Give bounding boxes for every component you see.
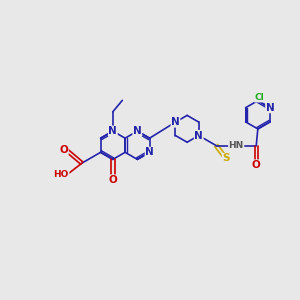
Text: HN: HN bbox=[229, 141, 244, 150]
Text: Cl: Cl bbox=[254, 93, 264, 102]
Text: N: N bbox=[194, 130, 203, 140]
Text: N: N bbox=[133, 126, 142, 136]
Text: N: N bbox=[109, 126, 117, 136]
Text: N: N bbox=[171, 117, 180, 127]
Text: N: N bbox=[145, 147, 154, 157]
Text: O: O bbox=[59, 145, 68, 154]
Text: O: O bbox=[252, 160, 261, 170]
Text: O: O bbox=[109, 175, 117, 185]
Text: S: S bbox=[222, 153, 230, 164]
Text: N: N bbox=[266, 103, 274, 113]
Text: HO: HO bbox=[54, 170, 69, 179]
